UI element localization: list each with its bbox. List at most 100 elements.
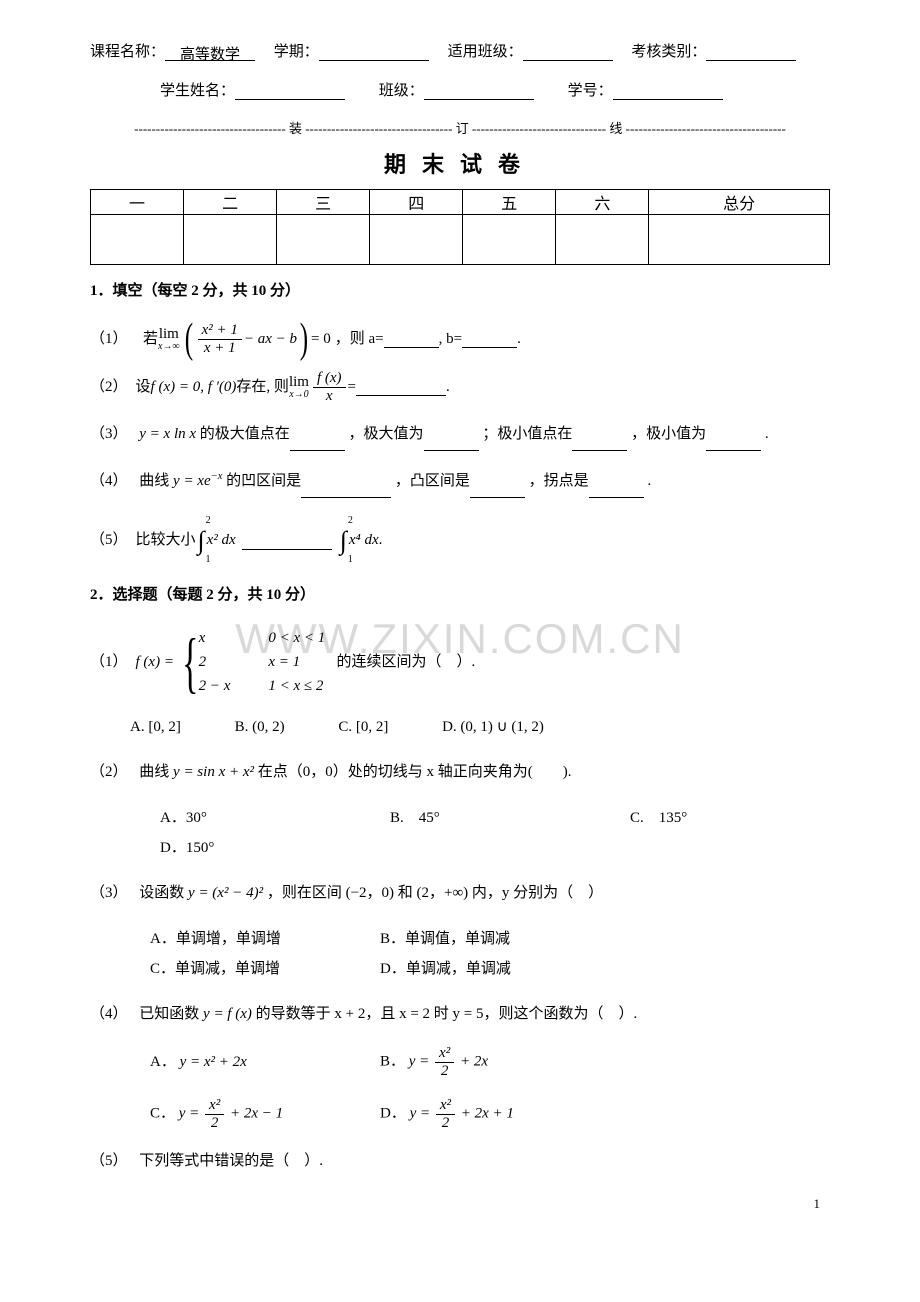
frac-bot: x + 1 — [198, 339, 242, 357]
binding-line: ----------------------------------- 装 --… — [90, 118, 830, 137]
score-header: 三 — [277, 190, 370, 215]
text: , b= — [439, 323, 462, 356]
problem-1-1: （1） 若 limx→∞ ( x² + 1x + 1 − ax − b ) = … — [90, 322, 830, 356]
option-a: A. [0, 2] — [130, 712, 181, 742]
text: . — [379, 524, 383, 557]
page-number: 1 — [814, 1196, 821, 1212]
dash-seg: ------------------------------------- — [626, 121, 786, 136]
text: . — [765, 426, 769, 442]
text: 在点（0，0）处的切线与 x 轴正向夹角为( ). — [258, 764, 572, 780]
text: . — [647, 473, 651, 489]
text: 的极大值点在 — [200, 426, 290, 442]
option-d: D．150° — [160, 833, 214, 863]
dash-seg: ---------------------------------- — [305, 121, 452, 136]
fraction: x² + 1x + 1 — [198, 322, 242, 356]
problem-1-4: （4） 曲线 y = xe−x 的凹区间是 ，凸区间是 ，拐点是 . — [90, 465, 830, 498]
expr: y = x² + 2x — [180, 1054, 247, 1070]
score-cell — [556, 215, 649, 265]
classno-blank — [424, 82, 534, 100]
option-d: D. (0, 1) ∪ (1, 2) — [442, 712, 544, 742]
problem-2-5: （5） 下列等式中错误的是（ ）. — [90, 1145, 830, 1178]
pw-row: x — [199, 626, 231, 650]
prob-num: （3） — [90, 426, 128, 442]
text: 若 — [143, 323, 158, 356]
expr: x² dx — [207, 524, 236, 557]
expr: y = x ln x — [139, 426, 196, 442]
blank — [290, 433, 345, 451]
class-blank — [523, 43, 613, 61]
problem-2-1: （1） f (x) = { x 2 2 − x 0 < x < 1 x = 1 … — [90, 626, 830, 698]
expr: + 2x — [456, 1054, 488, 1070]
pw-row: 0 < x < 1 — [268, 626, 325, 650]
frac-top: f (x) — [313, 370, 346, 387]
section-2-title: 2．选择题（每题 2 分，共 10 分） — [90, 583, 830, 604]
expr: x⁴ dx — [349, 524, 379, 557]
dash-w3: 线 — [609, 121, 622, 136]
text: = — [348, 371, 356, 404]
fn: y = xe — [173, 473, 211, 489]
problem-1-2: （2） 设 f (x) = 0, f ′(0) 存在, 则 limx→0 f (… — [90, 370, 830, 404]
score-cell — [91, 215, 184, 265]
dash-w1: 装 — [289, 121, 302, 136]
score-header: 四 — [370, 190, 463, 215]
prob-num: （5） — [90, 524, 128, 557]
option-b: B．单调值，单调减 — [380, 924, 610, 954]
blank — [356, 378, 446, 396]
prob-num: （1） — [90, 323, 128, 356]
score-cell — [649, 215, 830, 265]
option-c: C. 135° — [630, 803, 780, 833]
blank — [462, 330, 517, 348]
text: ，拐点是 — [529, 473, 589, 489]
frac-top: x² — [436, 1097, 455, 1114]
text: . — [446, 371, 450, 404]
prob-num: （4） — [90, 473, 128, 489]
pw-row: 2 − x — [199, 674, 231, 698]
text: 的凹区间是 — [226, 473, 301, 489]
score-cell — [370, 215, 463, 265]
opt-label: A． — [150, 1054, 176, 1070]
expr: + 2x − 1 — [226, 1106, 283, 1122]
examtype-label: 考核类别： — [631, 44, 706, 60]
prob-num: （3） — [90, 885, 128, 901]
text: 曲线 — [139, 764, 173, 780]
option-a: A． y = x² + 2x — [150, 1047, 380, 1077]
option-b: B. (0, 2) — [235, 712, 285, 742]
expr: y = sin x + x² — [173, 764, 254, 780]
header-row-1: 课程名称：高等数学 学期： 适用班级： 考核类别： — [90, 40, 830, 61]
expr: y = (x² − 4)² — [188, 885, 263, 901]
blank — [589, 480, 644, 498]
exponent: −x — [211, 471, 223, 482]
page-title: 期末试卷 — [90, 147, 830, 179]
score-header: 六 — [556, 190, 649, 215]
option-d: D． y = x²2 + 2x + 1 — [380, 1097, 610, 1131]
blank — [572, 433, 627, 451]
blank — [424, 433, 479, 451]
text: ，极大值为 — [349, 426, 424, 442]
option-a: A．单调增，单调增 — [150, 924, 380, 954]
frac-bot: 2 — [436, 1114, 455, 1132]
limit: limx→0 — [289, 375, 309, 400]
option-c: C．单调减，单调增 — [150, 954, 380, 984]
problem-1-5: （5） 比较大小 2∫1 x² dx 2∫1 x⁴ dx . — [90, 512, 830, 569]
text: 设函数 — [139, 885, 188, 901]
dash-w2: 订 — [456, 121, 469, 136]
score-cell — [463, 215, 556, 265]
classno-label: 班级： — [379, 83, 424, 99]
section-1-title: 1．填空（每空 2 分，共 10 分） — [90, 279, 830, 300]
blank — [301, 480, 391, 498]
expr: f (x) = — [136, 646, 174, 679]
text: ；极小值点在 — [482, 426, 572, 442]
options-2-3: A．单调增，单调增 B．单调值，单调减 C．单调减，单调增 D．单调减，单调减 — [150, 924, 830, 984]
frac-top: x² — [205, 1097, 224, 1114]
text: 下列等式中错误的是（ ）. — [139, 1153, 323, 1169]
student-label: 学生姓名： — [160, 83, 235, 99]
pw-row: x = 1 — [268, 650, 325, 674]
option-b: B. 45° — [390, 803, 580, 833]
opt-label: D． — [380, 1106, 406, 1122]
expr: + 2x + 1 — [457, 1106, 514, 1122]
blank — [242, 532, 332, 550]
stuno-blank — [613, 82, 723, 100]
pw-conditions: 0 < x < 1 x = 1 1 < x ≤ 2 — [268, 626, 325, 698]
pw-row: 1 < x ≤ 2 — [268, 674, 325, 698]
pw-row: 2 — [199, 650, 231, 674]
